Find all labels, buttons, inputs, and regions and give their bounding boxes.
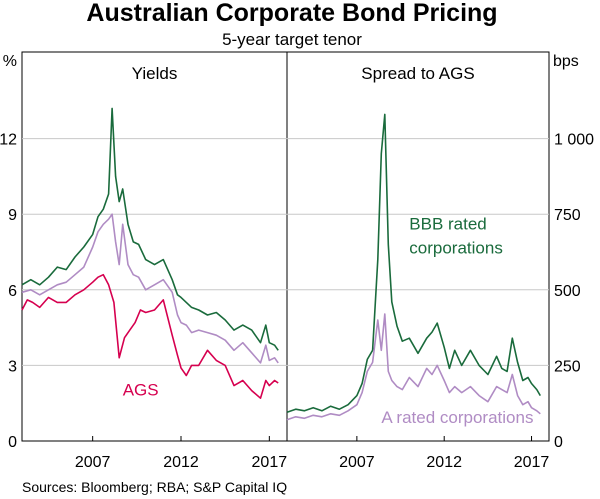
- chart-panels: 0 3 6 9 12% 2007 2012 2017 Yields AGS 0 250 500 750 1 …: [0, 51, 594, 471]
- chart-subtitle: 5-year target tenor: [222, 30, 362, 49]
- series-line-bbb: [21, 107, 279, 351]
- y-tick-label: 0: [554, 434, 563, 451]
- y-axis-unit: bps: [553, 53, 579, 70]
- y-tick-label: 0: [8, 434, 17, 451]
- y-tick-label: 12: [0, 132, 17, 149]
- x-tick-label: 2012: [163, 454, 199, 471]
- series-line-bbb: [286, 113, 541, 414]
- series-label-ags: AGS: [123, 381, 159, 400]
- chart-source: Sources: Bloomberg; RBA; S&P Capital IQ: [22, 479, 287, 495]
- y-tick-label: 500: [554, 283, 581, 300]
- series-label-a-rated: A rated corporations: [381, 408, 533, 427]
- panel-1: 0 3 6 9 12% 2007 2012 2017 Yields AGS: [0, 53, 287, 471]
- x-tick-label: 2012: [426, 454, 462, 471]
- x-tick-label: 2007: [339, 454, 375, 471]
- chart-title: Australian Corporate Bond Pricing: [86, 0, 497, 27]
- y-tick-label: 750: [554, 207, 581, 224]
- y-tick-label: 6: [8, 283, 17, 300]
- y-tick-label: 9: [8, 207, 17, 224]
- series-label-bbb: BBB rated: [409, 214, 487, 233]
- y-tick-label: 3: [8, 358, 17, 375]
- y-axis-unit: %: [3, 53, 17, 70]
- panel-2: 0 250 500 750 1 000 bps 2007 2012 2017 Spread to …: [286, 53, 594, 471]
- y-tick-label: 1 000: [554, 132, 594, 149]
- x-tick-label: 2017: [252, 454, 288, 471]
- panel-title: Yields: [132, 64, 178, 83]
- panel-title: Spread to AGS: [361, 64, 474, 83]
- x-tick-label: 2007: [75, 454, 111, 471]
- y-tick-label: 250: [554, 358, 581, 375]
- x-tick-label: 2017: [514, 454, 550, 471]
- series-line-ags: [21, 273, 279, 400]
- series-line-a-rated: [286, 313, 541, 421]
- plot-frame: [21, 51, 550, 442]
- series-label-bbb: corporations: [409, 239, 503, 258]
- series-line-a-rated: [21, 213, 279, 364]
